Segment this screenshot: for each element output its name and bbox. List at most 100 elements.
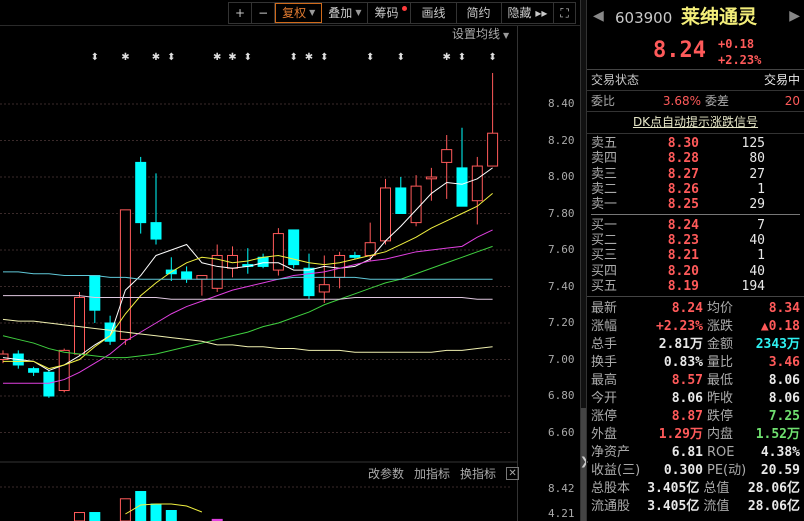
level-price: 8.30 xyxy=(667,136,699,152)
level-label: 买三 xyxy=(591,248,618,264)
moving-average-line xyxy=(3,193,493,370)
signal-marker: ✱ xyxy=(152,52,160,63)
stat-value: 4.38% xyxy=(760,444,800,460)
ma-settings-dropdown[interactable]: 设置均线 ▼ xyxy=(452,27,509,41)
overlay-dropdown[interactable]: 叠加 ▼ xyxy=(322,3,369,23)
candle xyxy=(334,251,346,289)
stat-label: 涨幅 xyxy=(591,318,618,334)
candle xyxy=(28,366,40,376)
candle xyxy=(349,251,361,260)
stat-label: 昨收 xyxy=(707,390,734,406)
stat-value: 20.59 xyxy=(760,462,800,478)
stat-value: 8.24 xyxy=(671,300,703,316)
simple-mode-button[interactable]: 简约 xyxy=(457,3,502,23)
stat-label: 最高 xyxy=(591,372,618,388)
close-icon[interactable]: ✕ xyxy=(506,467,520,480)
stat-label: 跌停 xyxy=(707,408,734,424)
candle xyxy=(74,291,85,356)
price-tick: 7.60 xyxy=(548,243,575,256)
level-price: 8.19 xyxy=(667,278,699,294)
ma-settings-label: 设置均线 xyxy=(452,27,501,41)
level-label: 买五 xyxy=(591,278,618,294)
stats-row: 流通股 3.405亿 流值 28.06亿 xyxy=(591,498,800,516)
dk-signal-link[interactable]: DK点自动提示涨跌信号 xyxy=(587,112,804,134)
draw-line-button[interactable]: 画线 xyxy=(411,3,457,23)
candle xyxy=(58,348,70,393)
stat-value: 8.87 xyxy=(671,408,703,424)
level-volume: 194 xyxy=(741,278,765,294)
fullscreen-icon[interactable]: ⛶ xyxy=(560,6,569,20)
order-book-row: 卖三 8.27 27 xyxy=(591,167,800,182)
signal-marker: ⬍ xyxy=(458,52,466,63)
switch-indicator-button[interactable]: 换指标 xyxy=(460,467,497,481)
last-price: 8.24 xyxy=(653,38,706,63)
stat-label: 均价 xyxy=(707,300,734,316)
stat-value: 2.81万 xyxy=(658,336,703,352)
weibi-label: 委比 xyxy=(591,94,616,108)
stat-value: 2343万 xyxy=(755,336,800,352)
candle xyxy=(135,156,147,234)
candle xyxy=(318,255,330,303)
stat-value: 6.81 xyxy=(671,444,703,460)
collapse-arrow-icon[interactable]: ❯ xyxy=(580,455,590,468)
moving-average-line xyxy=(2,318,493,353)
candle xyxy=(272,228,284,276)
stat-label: 流通股 xyxy=(591,498,631,514)
hide-button[interactable]: 隐藏 ▸▸ xyxy=(502,3,555,23)
prev-stock-icon[interactable]: ◀ xyxy=(593,8,604,24)
candle xyxy=(181,266,193,283)
zoom-in-button[interactable]: + xyxy=(229,3,253,23)
stats-row: 今开 8.06 昨收 8.06 xyxy=(591,390,800,408)
stat-label: 今开 xyxy=(591,390,618,406)
kline-chart[interactable]: ⬍ ✱ ✱ ⬍ ✱ ✱ ⬍ ⬍ ✱ ⬍ ⬍ ⬍ ✱ ⬍ ⬍ xyxy=(0,0,580,521)
panel-splitter[interactable]: ❯ xyxy=(580,0,590,521)
scrollbar-thumb[interactable] xyxy=(581,408,586,521)
signal-marker: ⬍ xyxy=(290,52,298,63)
order-book-row: 买二 8.23 40 xyxy=(591,233,800,248)
moving-average-line xyxy=(3,271,493,280)
stat-value: 0.300 xyxy=(663,462,703,478)
price-tick: 7.20 xyxy=(548,316,575,329)
order-book-row: 买五 8.19 194 xyxy=(591,279,800,294)
level-price: 8.20 xyxy=(667,263,699,279)
volume-bar xyxy=(150,503,162,521)
stat-label: PE(动) xyxy=(707,462,747,478)
stat-label: 外盘 xyxy=(591,426,618,442)
candle xyxy=(89,275,101,323)
signal-marker: ✱ xyxy=(213,52,221,63)
candle xyxy=(43,370,55,398)
stat-value: +2.23% xyxy=(656,318,703,334)
level-price: 8.23 xyxy=(667,232,699,248)
signal-marker: ⬍ xyxy=(397,52,405,63)
candle xyxy=(196,275,208,296)
edit-params-button[interactable]: 改参数 xyxy=(368,467,405,481)
stat-value: 28.06亿 xyxy=(747,498,800,514)
volume-bar xyxy=(165,510,177,521)
level-volume: 29 xyxy=(749,197,765,213)
price-tick: 7.80 xyxy=(548,206,575,220)
stats-row: 涨停 8.87 跌停 7.25 xyxy=(591,408,800,426)
indicator-header: 改参数 加指标 换指标 ✕ xyxy=(368,467,520,481)
fuquan-dropdown[interactable]: 复权 ▼ xyxy=(275,3,323,23)
signal-marker: ✱ xyxy=(121,52,129,63)
chart-toolbar: + − 复权 ▼ 叠加 ▼ 筹码 画线 简约 隐藏 ▸▸ ⛶ xyxy=(228,2,576,24)
stock-code: 603900 xyxy=(615,9,673,27)
level-volume: 27 xyxy=(749,166,765,182)
candle xyxy=(257,253,269,269)
stat-label: 内盘 xyxy=(707,426,734,442)
order-book-row: 卖五 8.30 125 xyxy=(591,136,800,151)
level-price: 8.25 xyxy=(667,197,699,213)
weidiff-label: 委差 xyxy=(705,94,730,108)
price-tick: 6.80 xyxy=(548,389,575,402)
stat-label: 量比 xyxy=(707,354,734,370)
zoom-out-button[interactable]: − xyxy=(252,3,276,23)
stat-label: 换手 xyxy=(591,354,618,370)
add-indicator-button[interactable]: 加指标 xyxy=(414,467,451,481)
status-value: 交易中 xyxy=(763,73,800,87)
candle xyxy=(211,244,223,292)
stat-label: 总股本 xyxy=(591,480,631,496)
next-stock-icon[interactable]: ▶ xyxy=(789,8,800,24)
chips-label: 筹码 xyxy=(374,6,399,20)
chips-button[interactable]: 筹码 xyxy=(368,3,412,23)
chevron-down-icon: ▼ xyxy=(503,31,510,40)
